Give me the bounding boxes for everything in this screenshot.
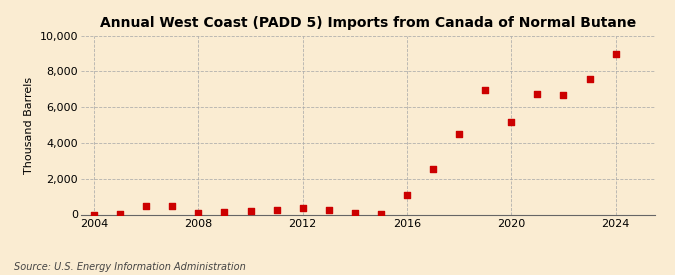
Point xyxy=(532,92,543,96)
Point xyxy=(375,211,386,216)
Point xyxy=(271,208,282,212)
Point xyxy=(193,211,204,215)
Point xyxy=(115,211,126,216)
Point xyxy=(506,120,517,125)
Point xyxy=(350,211,360,215)
Point xyxy=(245,209,256,213)
Title: Annual West Coast (PADD 5) Imports from Canada of Normal Butane: Annual West Coast (PADD 5) Imports from … xyxy=(100,16,636,31)
Text: Source: U.S. Energy Information Administration: Source: U.S. Energy Information Administ… xyxy=(14,262,245,272)
Point xyxy=(297,206,308,210)
Point xyxy=(584,76,595,81)
Point xyxy=(219,210,230,214)
Point xyxy=(402,192,412,197)
Point xyxy=(167,204,178,209)
Point xyxy=(558,92,569,97)
Point xyxy=(88,212,99,217)
Y-axis label: Thousand Barrels: Thousand Barrels xyxy=(24,76,34,174)
Point xyxy=(323,208,334,212)
Point xyxy=(428,167,439,171)
Point xyxy=(454,132,464,136)
Point xyxy=(610,51,621,56)
Point xyxy=(141,204,152,209)
Point xyxy=(480,88,491,92)
